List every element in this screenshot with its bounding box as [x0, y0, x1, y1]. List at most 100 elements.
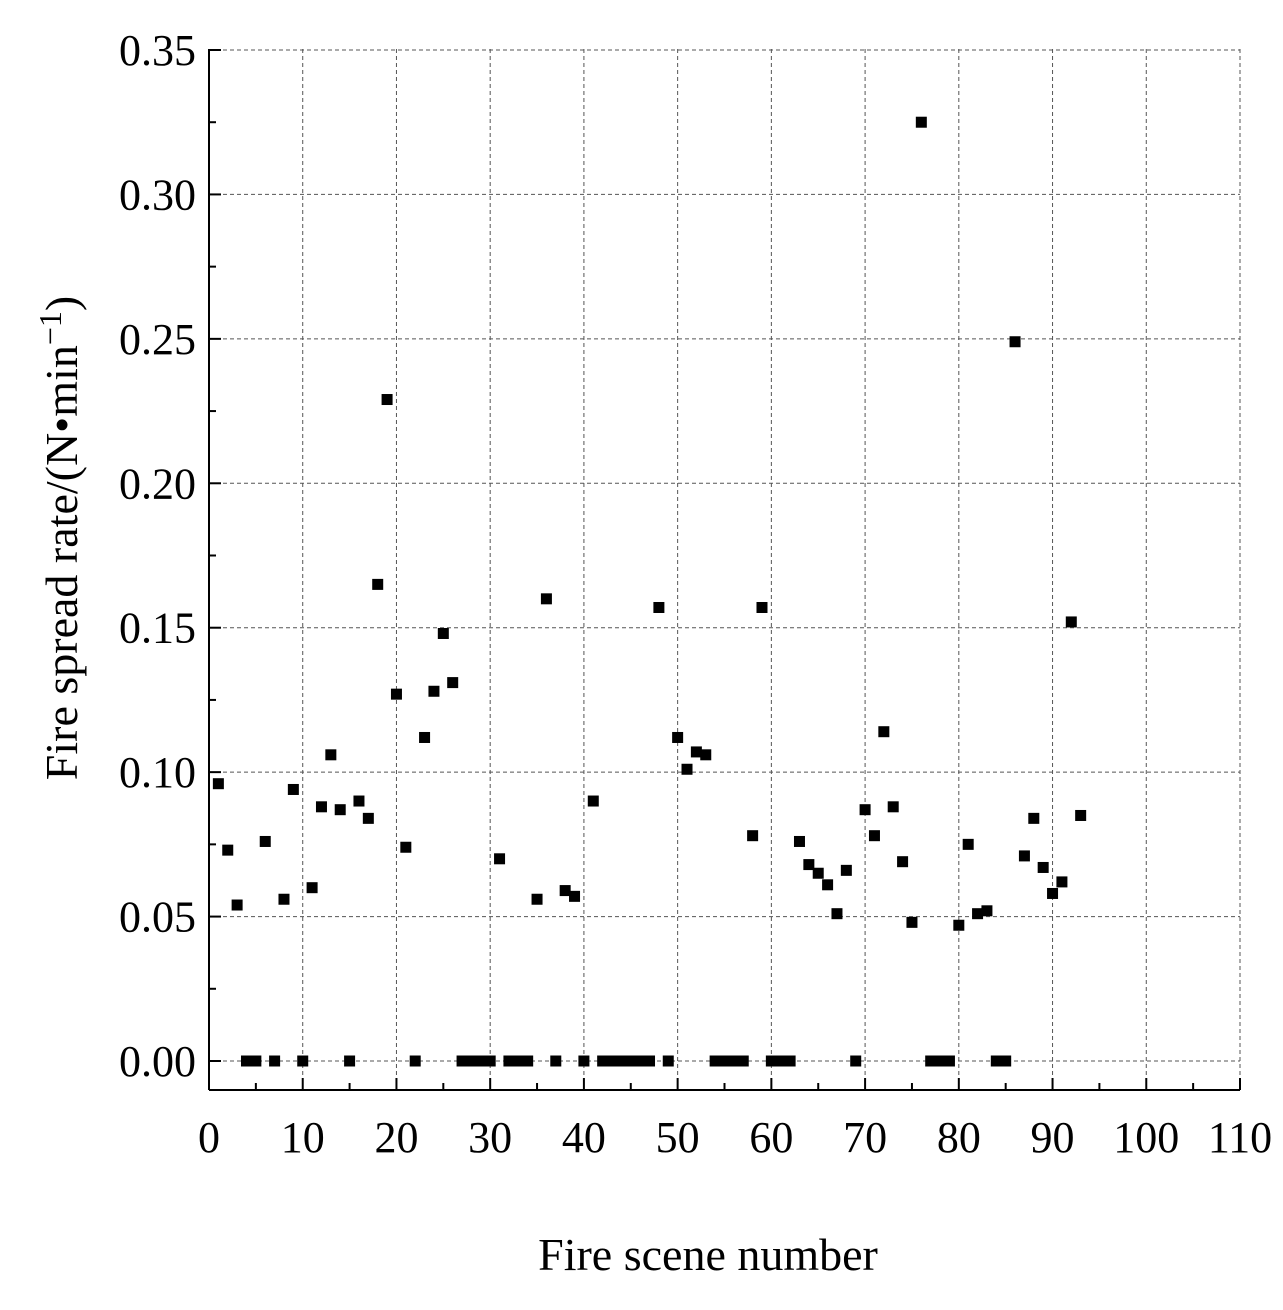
y-axis-title-sup: −1	[32, 311, 68, 345]
data-point	[269, 1055, 281, 1067]
data-point	[540, 593, 552, 605]
data-point	[1037, 861, 1049, 873]
data-point	[803, 859, 815, 871]
data-point	[1056, 876, 1068, 888]
data-point	[728, 1055, 740, 1067]
data-point	[672, 731, 684, 743]
y-axis-title: Fire spread rate/(N•min−1)	[32, 296, 87, 780]
x-tick-label: 20	[374, 1113, 418, 1162]
data-point	[372, 578, 384, 590]
data-point	[465, 1055, 477, 1067]
data-point	[400, 841, 412, 853]
x-tick-label: 50	[656, 1113, 700, 1162]
y-tick-label: 0.20	[119, 459, 196, 508]
data-point	[287, 783, 299, 795]
data-point	[962, 838, 974, 850]
data-point	[569, 890, 581, 902]
data-point	[1028, 812, 1040, 824]
data-point	[447, 677, 459, 689]
data-point	[315, 801, 327, 813]
data-point	[559, 885, 571, 897]
data-point	[681, 763, 693, 775]
data-point	[1065, 616, 1077, 628]
data-point	[737, 1055, 749, 1067]
data-point	[531, 893, 543, 905]
data-point	[690, 746, 702, 758]
data-point	[334, 804, 346, 816]
y-tick-label: 0.10	[119, 748, 196, 797]
y-tick-label: 0.00	[119, 1037, 196, 1086]
data-point	[259, 835, 271, 847]
data-point	[906, 916, 918, 928]
data-point	[325, 749, 337, 761]
data-point	[981, 905, 993, 917]
data-point	[344, 1055, 356, 1067]
data-point	[709, 1055, 721, 1067]
y-axis-title-main: Fire spread rate/(N•min	[36, 345, 87, 780]
data-point	[484, 1055, 496, 1067]
data-point	[934, 1055, 946, 1067]
data-point	[756, 601, 768, 613]
x-tick-label: 40	[562, 1113, 606, 1162]
data-point	[831, 908, 843, 920]
data-point	[231, 899, 243, 911]
data-point	[915, 116, 927, 128]
data-point	[306, 882, 318, 894]
data-point	[972, 908, 984, 920]
data-point	[606, 1055, 618, 1067]
data-point	[1075, 809, 1087, 821]
data-point	[428, 685, 440, 697]
data-point	[644, 1055, 656, 1067]
data-point	[775, 1055, 787, 1067]
y-tick-label: 0.35	[119, 26, 196, 75]
x-tick-label: 0	[198, 1113, 220, 1162]
data-point	[212, 778, 224, 790]
data-point	[578, 1055, 590, 1067]
x-tick-label: 110	[1208, 1113, 1272, 1162]
data-point	[503, 1055, 515, 1067]
x-tick-label: 30	[468, 1113, 512, 1162]
x-axis-title: Fire scene number	[538, 1229, 878, 1280]
x-tick-label: 100	[1113, 1113, 1179, 1162]
data-point	[784, 1055, 796, 1067]
data-point	[587, 795, 599, 807]
data-point	[240, 1055, 252, 1067]
x-tick-label: 10	[281, 1113, 325, 1162]
data-point	[250, 1055, 262, 1067]
data-point	[615, 1055, 627, 1067]
data-point	[297, 1055, 309, 1067]
data-point	[1047, 887, 1059, 899]
data-point	[897, 856, 909, 868]
data-point	[597, 1055, 609, 1067]
data-point	[409, 1055, 421, 1067]
y-tick-label: 0.15	[119, 604, 196, 653]
data-point	[850, 1055, 862, 1067]
data-point	[522, 1055, 534, 1067]
data-point	[625, 1055, 637, 1067]
data-point	[990, 1055, 1002, 1067]
data-point	[887, 801, 899, 813]
data-point	[634, 1055, 646, 1067]
data-point	[390, 688, 402, 700]
data-point	[1000, 1055, 1012, 1067]
data-point	[419, 731, 431, 743]
data-point	[353, 795, 365, 807]
data-point	[878, 726, 890, 738]
data-point	[278, 893, 290, 905]
data-point	[812, 867, 824, 879]
data-point	[456, 1055, 468, 1067]
data-point	[925, 1055, 937, 1067]
data-point	[719, 1055, 730, 1067]
y-tick-label: 0.05	[119, 893, 196, 942]
data-point	[1018, 850, 1030, 862]
axes-layer	[208, 49, 1241, 1091]
data-point	[653, 601, 665, 613]
data-point	[1009, 336, 1021, 348]
tick-label-layer: 0 10 20 30 40 50 60 70 80 90 100 110 0.00 0.05 0.10 0.1…	[119, 26, 1272, 1162]
data-point	[475, 1055, 487, 1067]
points-layer	[212, 116, 1087, 1067]
x-tick-label: 80	[937, 1113, 981, 1162]
data-point	[747, 830, 759, 842]
data-point	[793, 835, 805, 847]
